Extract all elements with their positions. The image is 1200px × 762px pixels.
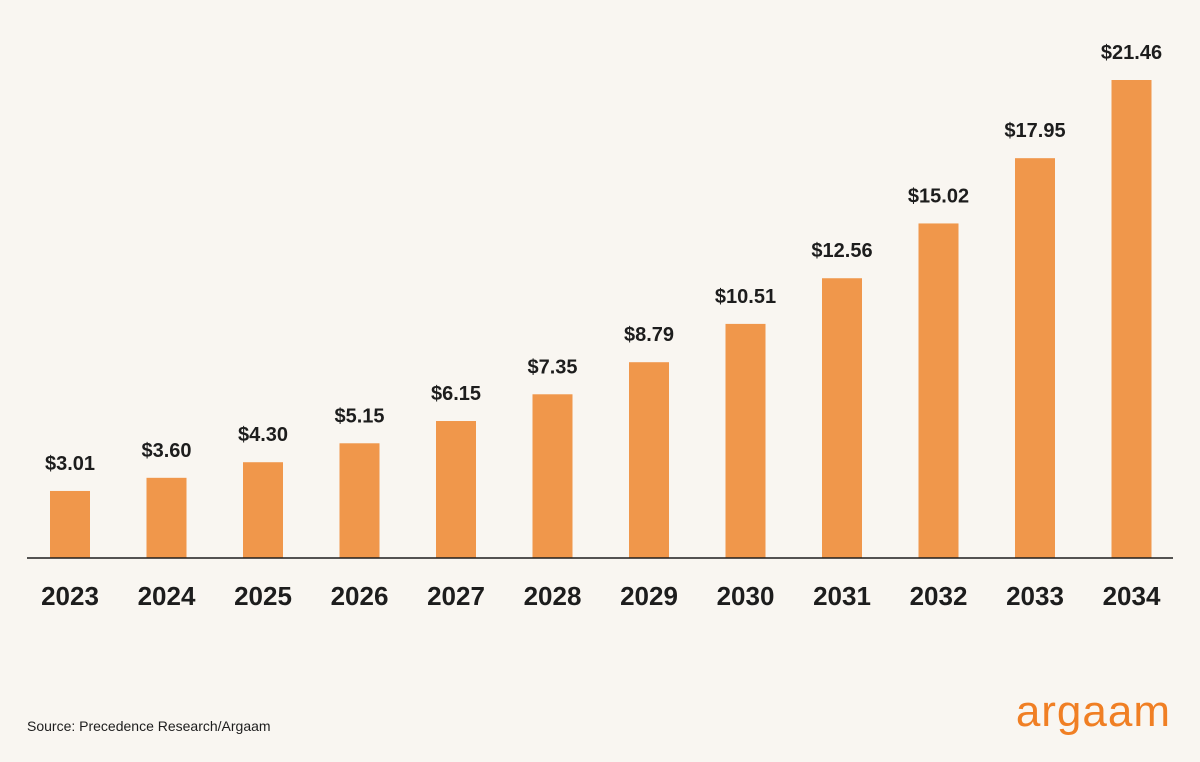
bar-2034 <box>1111 80 1152 558</box>
data-label-2034: $21.46 <box>1101 42 1162 64</box>
bar-2027 <box>436 421 476 558</box>
x-tick-label-2028: 2028 <box>524 581 582 611</box>
bar-2023 <box>50 490 90 558</box>
data-label-2026: $5.15 <box>334 405 384 427</box>
data-label-2033: $17.95 <box>1004 120 1065 142</box>
x-tick-label-2026: 2026 <box>331 581 389 611</box>
x-tick-label-2031: 2031 <box>813 581 871 611</box>
bar-2030 <box>725 323 766 558</box>
x-tick-label-2030: 2030 <box>717 581 775 611</box>
bar-2031 <box>822 278 862 558</box>
source-note: Source: Precedence Research/Argaam <box>27 718 271 734</box>
data-label-2032: $15.02 <box>908 185 969 207</box>
data-label-2025: $4.30 <box>238 424 288 446</box>
argaam-logo: argaam <box>1015 687 1171 736</box>
data-label-2024: $3.60 <box>141 440 191 462</box>
bar-2026 <box>339 443 380 558</box>
bar-2024 <box>146 477 187 558</box>
bar-2028 <box>532 394 573 558</box>
bar-2025 <box>243 462 283 558</box>
x-tick-label-2033: 2033 <box>1006 581 1064 611</box>
x-tick-label-2029: 2029 <box>620 581 678 611</box>
x-tick-label-2027: 2027 <box>427 581 485 611</box>
data-label-2030: $10.51 <box>715 286 776 308</box>
data-label-2028: $7.35 <box>527 356 577 378</box>
x-tick-label-2034: 2034 <box>1103 581 1161 611</box>
x-tick-label-2025: 2025 <box>234 581 292 611</box>
data-label-2027: $6.15 <box>431 383 481 405</box>
bar-2032 <box>918 223 959 558</box>
x-tick-label-2032: 2032 <box>910 581 968 611</box>
data-label-2031: $12.56 <box>811 240 872 262</box>
data-label-2023: $3.01 <box>45 453 95 475</box>
x-tick-label-2023: 2023 <box>41 581 99 611</box>
bar-2029 <box>629 362 669 558</box>
x-tick-label-2024: 2024 <box>138 581 196 611</box>
bar-2033 <box>1015 158 1055 558</box>
data-label-2029: $8.79 <box>624 324 674 346</box>
